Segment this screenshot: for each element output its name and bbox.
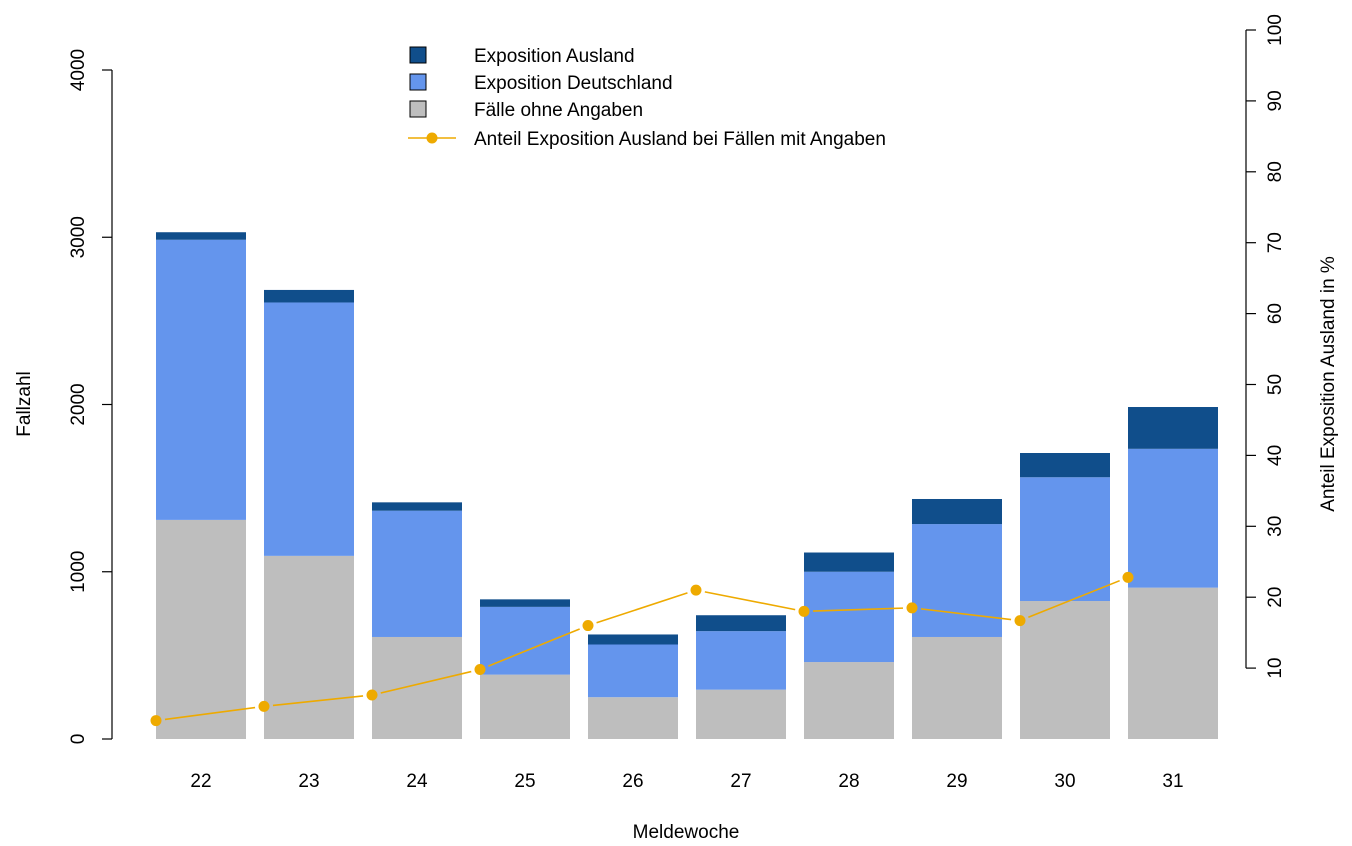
right-tick-label-20: 20 [1265, 587, 1286, 608]
legend-swatch-exposition-ausland [409, 46, 427, 64]
right-tick-label-40: 40 [1265, 445, 1286, 466]
bar-exposition-ausland-week-29 [912, 498, 1002, 525]
bars-layer [156, 232, 1218, 739]
bar-exposition-deutschland-week-27 [696, 631, 786, 690]
x-axis: 22 23 24 25 26 27 28 29 30 31 [190, 771, 1183, 792]
bar-exposition-deutschland-week-24 [372, 510, 462, 637]
bar-exposition-ausland-week-24 [372, 502, 462, 511]
legend-swatch-exposition-deutschland [409, 73, 427, 91]
line-point-week-26 [582, 620, 594, 632]
bar-exposition-deutschland-week-29 [912, 524, 1002, 637]
left-tick-label-0: 0 [68, 734, 89, 745]
right-tick-label-50: 50 [1265, 374, 1286, 395]
legend-label-anteil: Anteil Exposition Ausland bei Fällen mit… [474, 129, 886, 150]
line-point-week-31 [1122, 571, 1134, 583]
left-y-axis: 0 1000 2000 3000 4000 [68, 49, 113, 745]
bar-exposition-ausland-week-30 [1020, 453, 1110, 478]
legend-swatch-faelle-ohne-angaben [409, 100, 427, 118]
bar-exposition-deutschland-week-26 [588, 644, 678, 698]
x-tick-label-24: 24 [406, 771, 428, 792]
bar-exposition-deutschland-week-30 [1020, 477, 1110, 602]
x-tick-label-29: 29 [946, 771, 967, 792]
right-y-axis: 10 20 30 40 50 60 70 80 90 100 [1245, 14, 1286, 679]
legend-label-faelle-ohne-angaben: Fälle ohne Angaben [474, 100, 643, 121]
bar-exposition-deutschland-week-31 [1128, 448, 1218, 588]
bar-faelle-ohne-angaben-week-30 [1020, 601, 1110, 739]
bar-exposition-ausland-week-25 [480, 599, 570, 607]
right-tick-label-30: 30 [1265, 516, 1286, 537]
y2-axis-title: Anteil Exposition Ausland in % [1318, 256, 1339, 512]
bar-faelle-ohne-angaben-week-28 [804, 662, 894, 739]
bar-faelle-ohne-angaben-week-29 [912, 636, 1002, 739]
right-tick-label-60: 60 [1265, 303, 1286, 324]
legend-label-exposition-deutschland: Exposition Deutschland [474, 73, 673, 94]
bar-faelle-ohne-angaben-week-27 [696, 689, 786, 739]
line-point-week-29 [906, 602, 918, 614]
bar-exposition-ausland-week-26 [588, 634, 678, 645]
legend-label-exposition-ausland: Exposition Ausland [474, 46, 635, 67]
left-tick-label-3000: 3000 [68, 216, 89, 258]
bar-exposition-ausland-week-31 [1128, 407, 1218, 449]
bar-exposition-ausland-week-27 [696, 615, 786, 632]
line-segment-27-28 [704, 591, 796, 611]
line-point-week-22 [150, 715, 162, 727]
line-segment-23-24 [272, 695, 364, 707]
x-tick-label-28: 28 [838, 771, 859, 792]
x-tick-label-23: 23 [298, 771, 319, 792]
bar-faelle-ohne-angaben-week-31 [1128, 587, 1218, 739]
right-tick-label-70: 70 [1265, 232, 1286, 253]
line-point-week-23 [258, 700, 270, 712]
bar-faelle-ohne-angaben-week-23 [264, 555, 354, 739]
line-segment-30-31 [1028, 579, 1120, 618]
y-axis-title: Fallzahl [14, 371, 35, 436]
x-tick-label-22: 22 [190, 771, 211, 792]
line-point-week-25 [474, 664, 486, 676]
x-tick-label-27: 27 [730, 771, 751, 792]
left-tick-label-1000: 1000 [68, 551, 89, 593]
line-point-week-30 [1014, 615, 1026, 627]
line-layer [150, 571, 1134, 727]
bar-exposition-deutschland-week-28 [804, 571, 894, 663]
bar-exposition-ausland-week-23 [264, 289, 354, 303]
bar-faelle-ohne-angaben-week-22 [156, 519, 246, 739]
line-point-week-24 [366, 689, 378, 701]
legend-marker-anteil [426, 132, 438, 144]
line-segment-26-27 [596, 592, 688, 624]
bar-faelle-ohne-angaben-week-24 [372, 636, 462, 739]
bar-faelle-ohne-angaben-week-25 [480, 674, 570, 739]
x-tick-label-30: 30 [1054, 771, 1075, 792]
line-segment-24-25 [380, 670, 472, 694]
right-tick-label-90: 90 [1265, 90, 1286, 111]
left-tick-label-2000: 2000 [68, 383, 89, 425]
bar-exposition-deutschland-week-22 [156, 239, 246, 520]
line-segment-25-26 [488, 628, 580, 667]
right-tick-label-10: 10 [1265, 658, 1286, 679]
right-tick-label-80: 80 [1265, 161, 1286, 182]
line-segment-28-29 [812, 607, 904, 612]
bar-exposition-ausland-week-28 [804, 552, 894, 572]
x-tick-label-25: 25 [514, 771, 535, 792]
right-tick-label-100: 100 [1265, 14, 1286, 46]
bar-exposition-ausland-week-22 [156, 232, 246, 240]
legend: Exposition Ausland Exposition Deutschlan… [408, 46, 886, 150]
x-tick-label-26: 26 [622, 771, 643, 792]
bar-faelle-ohne-angaben-week-26 [588, 697, 678, 739]
x-axis-title: Meldewoche [633, 822, 740, 843]
bar-exposition-deutschland-week-23 [264, 302, 354, 556]
line-point-week-27 [690, 584, 702, 596]
left-tick-label-4000: 4000 [68, 49, 89, 91]
line-segment-22-23 [164, 706, 256, 721]
line-point-week-28 [798, 605, 810, 617]
x-tick-label-31: 31 [1162, 771, 1183, 792]
line-segment-29-30 [920, 608, 1012, 621]
